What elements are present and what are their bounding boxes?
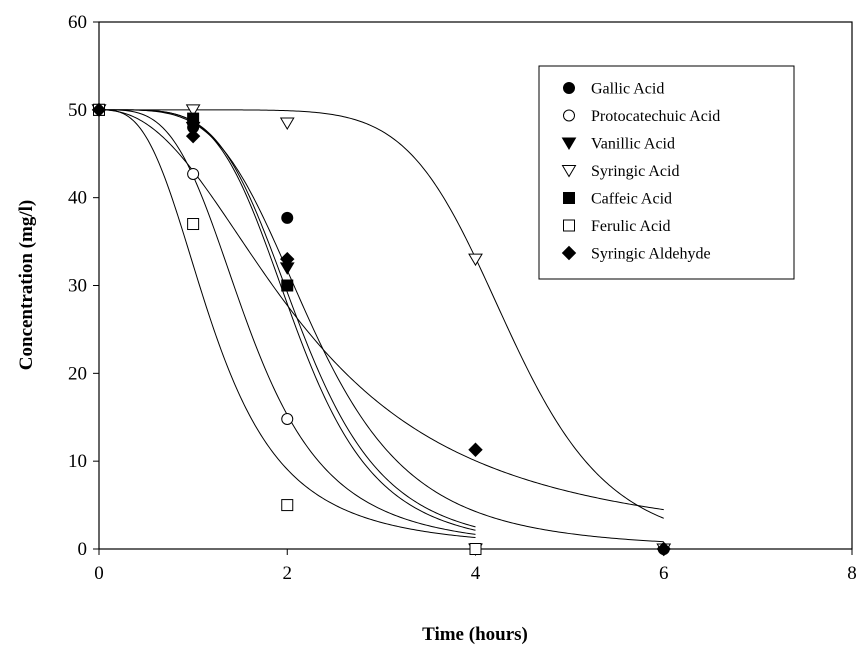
- legend-label-5: Ferulic Acid: [591, 218, 671, 235]
- legend-marker-4: [563, 192, 575, 204]
- legend-label-0: Gallic Acid: [591, 81, 664, 98]
- legend-label-2: Vanillic Acid: [591, 136, 675, 153]
- data-point-0-2: [281, 211, 294, 224]
- y-tick-label-5: 50: [68, 100, 87, 121]
- legend-items: Gallic Acid Protocatechuic Acid Vanillic A…: [561, 81, 720, 263]
- y-tick-label-2: 20: [68, 363, 87, 384]
- y-tick-label-4: 40: [68, 188, 87, 209]
- x-tick-label-2: 4: [471, 563, 481, 584]
- legend-label-4: Caffeic Acid: [591, 191, 672, 208]
- data-point-6-0: [91, 102, 107, 118]
- data-point-4-1: [187, 112, 200, 125]
- legend-label-1: Protocatechuic Acid: [591, 108, 720, 125]
- legend-marker-5: [563, 219, 575, 232]
- x-tick-label-0: 0: [94, 563, 104, 584]
- data-point-6-2: [280, 251, 295, 267]
- data-point-5-3: [469, 543, 482, 555]
- data-point-5-1: [187, 218, 200, 231]
- legend-label-3: Syringic Acid: [591, 163, 679, 180]
- legend: Gallic Acid Protocatechuic Acid Vanillic A…: [538, 65, 795, 280]
- fit-curve-1: [99, 109, 476, 535]
- data-markers: [91, 102, 672, 557]
- legend-marker-6: [561, 245, 577, 261]
- fit-curve-5: [99, 109, 476, 539]
- legend-marker-0: [563, 82, 575, 94]
- fit-curve-4: [99, 109, 476, 531]
- legend-marker-1: [563, 109, 575, 122]
- x-axis-title: Time (hours): [422, 624, 528, 645]
- data-point-3-2: [279, 117, 295, 130]
- data-point-6-4: [656, 541, 671, 557]
- data-point-4-2: [281, 279, 294, 292]
- legend-label-6: Syringic Aldehyde: [591, 246, 711, 263]
- data-point-1-1: [187, 167, 200, 180]
- x-tick-label-1: 2: [283, 563, 293, 584]
- y-tick-label-6: 60: [68, 12, 87, 33]
- axis-tick-labels: 0 2 4 6 8 0 10 20 30 40 50 60: [68, 12, 857, 584]
- legend-box: [538, 65, 795, 280]
- x-tick-label-4: 8: [847, 563, 857, 584]
- y-tick-label-3: 30: [68, 276, 87, 297]
- data-point-3-1: [185, 104, 201, 117]
- fit-curve-2: [99, 109, 476, 528]
- data-point-1-2: [281, 413, 294, 426]
- y-tick-label-0: 0: [78, 539, 88, 560]
- y-axis-title: Concentration (mg/l): [16, 200, 37, 370]
- legend-marker-3: [561, 165, 577, 178]
- x-tick-label-3: 6: [659, 563, 669, 584]
- legend-marker-2: [561, 137, 577, 150]
- y-tick-label-1: 10: [68, 451, 87, 472]
- data-point-6-3: [468, 442, 483, 457]
- data-point-5-2: [281, 499, 294, 512]
- data-point-3-3: [468, 253, 483, 267]
- data-point-6-1: [185, 128, 201, 144]
